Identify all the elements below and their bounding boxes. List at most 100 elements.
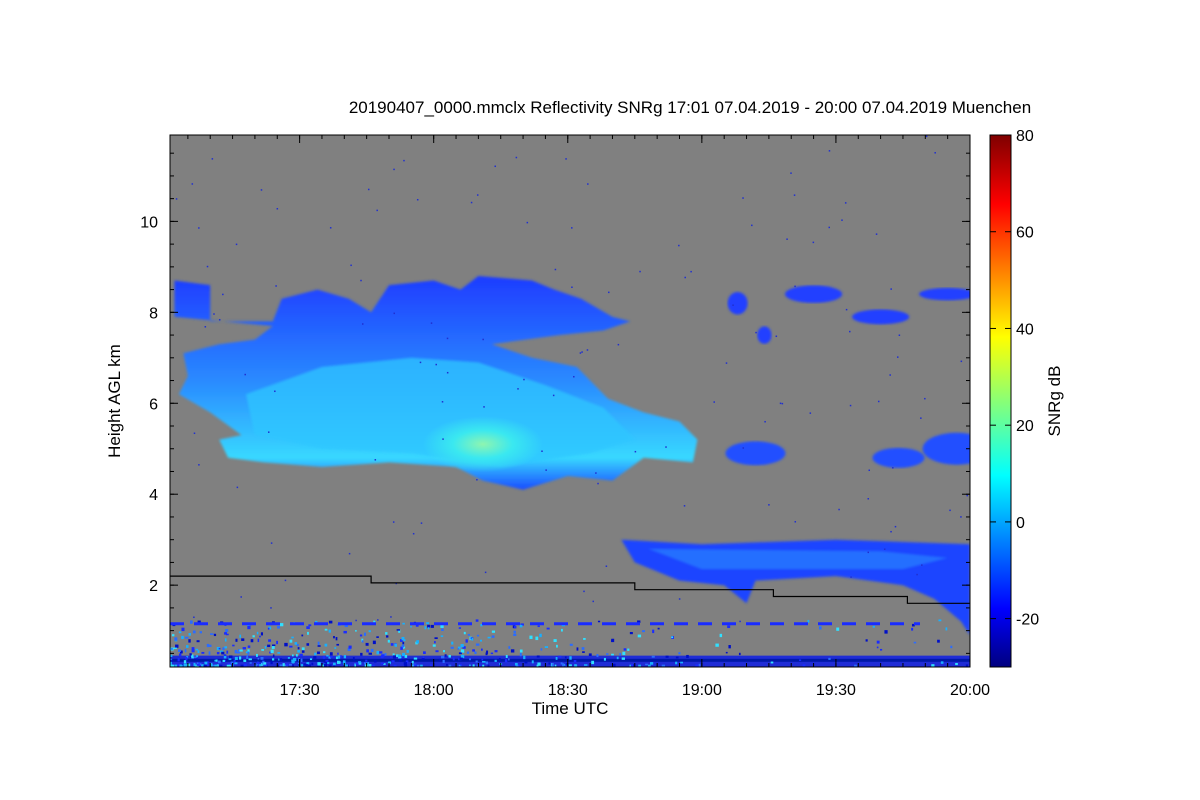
noise-speckle [828, 150, 831, 152]
noise-speckle [390, 616, 392, 618]
noise-speckle [355, 619, 357, 622]
noise-speckle [377, 619, 379, 621]
noise-speckle [193, 432, 196, 435]
noise-speckle [809, 412, 812, 414]
noise-speckle [276, 207, 279, 210]
cloud-base-step-line [170, 575, 970, 604]
noise-speckle [198, 227, 200, 229]
noise-speckle [430, 322, 433, 324]
noise-speckle [949, 509, 951, 512]
noise-speckle [877, 400, 880, 403]
noise-speckle [845, 308, 848, 311]
x-axis-label: Time UTC [532, 699, 609, 718]
noise-speckle [222, 293, 224, 296]
noise-speckle [206, 265, 209, 268]
noise-speckle [925, 135, 928, 138]
noise-speckle [517, 388, 519, 390]
noise-speckle [476, 194, 479, 196]
noise-speckle [284, 579, 287, 582]
noise-speckle [751, 224, 753, 227]
noise-speckle [617, 343, 620, 346]
noise-speckle [889, 374, 891, 376]
colorbar-tick-label: 20 [1016, 418, 1034, 435]
noise-speckle [483, 406, 485, 408]
noise-speckle [966, 494, 968, 497]
noise-speckle [236, 486, 239, 489]
noise-speckle [894, 525, 897, 528]
noise-speckle [416, 198, 419, 201]
noise-speckle [764, 420, 766, 423]
noise-speckle [350, 264, 352, 267]
noise-speckle [768, 504, 770, 506]
noise-speckle [545, 469, 547, 471]
noise-speckle [794, 521, 797, 523]
noise-speckle [484, 571, 487, 574]
noise-speckle [587, 183, 589, 185]
noise-speckle [419, 361, 422, 364]
noise-speckle [193, 616, 195, 619]
cloud-upper-fragment [727, 291, 748, 315]
noise-speckle [960, 516, 962, 518]
noise-speckle [374, 459, 377, 461]
noise-speckle [526, 221, 529, 224]
noise-speckle [403, 159, 405, 162]
noise-speckle [412, 532, 415, 535]
cloud-upper-fragment [757, 326, 772, 344]
noise-speckle [890, 530, 892, 533]
noise-speckle [348, 552, 351, 555]
noise-speckle [244, 373, 246, 376]
noise-speckle [586, 349, 589, 351]
noise-speckle [592, 600, 594, 603]
noise-speckle [742, 197, 744, 199]
noise-speckle [470, 201, 473, 204]
noise-speckle [732, 304, 734, 306]
noise-speckle [579, 352, 582, 354]
chart-title: 20190407_0000.mmclx Reflectivity SNRg 17… [348, 98, 1032, 117]
noise-speckle [213, 313, 215, 315]
noise-speckle [523, 378, 525, 381]
noise-speckle [581, 351, 583, 353]
noise-speckle [713, 401, 715, 403]
noise-speckle [850, 576, 852, 578]
noise-speckle [725, 362, 728, 364]
noise-speckle [608, 291, 610, 294]
noise-speckle [393, 312, 395, 315]
colorbar-tick-label: 80 [1016, 128, 1034, 145]
noise-speckle [838, 508, 840, 511]
noise-speckle [684, 276, 686, 279]
noise-speckle [790, 172, 792, 174]
y-tick-label: 2 [149, 578, 158, 595]
noise-speckle [924, 397, 926, 400]
noise-speckle [218, 319, 221, 321]
noise-speckle [739, 620, 741, 623]
noise-speckle [204, 326, 207, 328]
cloud-upper-fragment [919, 287, 970, 301]
noise-speckle [446, 371, 449, 374]
noise-speckle [920, 417, 922, 419]
noise-speckle [329, 227, 332, 229]
x-tick-label: 20:00 [950, 682, 990, 699]
cloud-upper-fragment [785, 285, 843, 303]
cloud-core-max [422, 416, 543, 473]
noise-speckle [812, 241, 815, 244]
noise-speckle [198, 464, 200, 466]
noise-speckle [175, 198, 178, 200]
noise-speckle [875, 233, 878, 235]
noise-speckle [690, 270, 692, 273]
y-tick-label: 4 [149, 487, 158, 504]
noise-speckle [260, 189, 263, 191]
noise-speckle [420, 522, 423, 524]
y-tick-label: 10 [140, 214, 158, 231]
noise-speckle [844, 202, 847, 204]
noise-speckle [868, 469, 871, 472]
x-tick-label: 18:30 [548, 682, 588, 699]
surface-clutter [170, 619, 970, 667]
x-tick-label: 18:00 [414, 682, 454, 699]
noise-speckle [270, 542, 273, 544]
x-tick-label: 17:30 [280, 682, 320, 699]
noise-speckle [794, 285, 796, 288]
plot-frame [169, 134, 971, 668]
noise-speckle [583, 590, 585, 593]
noise-speckle [892, 467, 894, 469]
